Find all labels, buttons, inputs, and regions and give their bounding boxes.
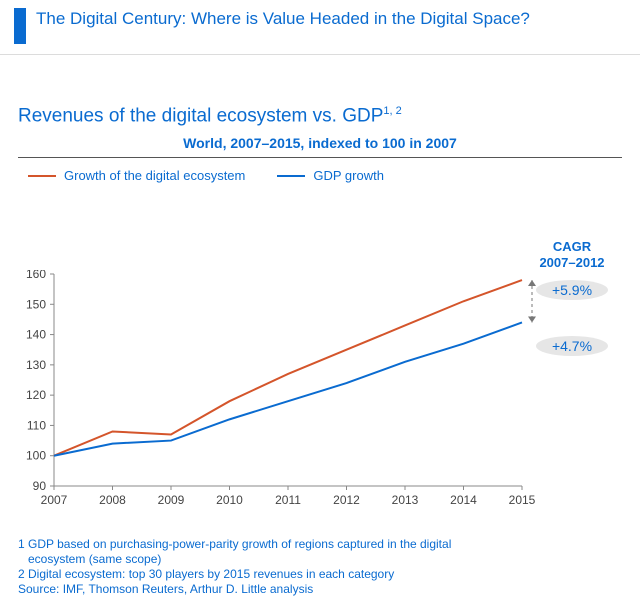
title-accent-bar xyxy=(14,8,26,44)
footnotes: 1 GDP based on purchasing-power-parity g… xyxy=(18,537,622,597)
svg-text:2014: 2014 xyxy=(450,493,477,507)
legend-label-gdp: GDP growth xyxy=(313,168,384,183)
cagr-title-l1: CAGR xyxy=(553,239,591,254)
svg-text:2015: 2015 xyxy=(509,493,536,507)
legend-swatch-gdp xyxy=(277,175,305,177)
svg-text:110: 110 xyxy=(27,418,46,432)
page-title: The Digital Century: Where is Value Head… xyxy=(36,8,530,29)
line-chart: 90 100 110 120 130 140 150 160 2007 2008 2009 2010 2… xyxy=(18,270,618,510)
legend-label-digital: Growth of the digital ecosystem xyxy=(64,168,245,183)
svg-text:120: 120 xyxy=(26,388,46,402)
svg-text:90: 90 xyxy=(33,479,47,493)
svg-text:2010: 2010 xyxy=(216,493,243,507)
svg-text:150: 150 xyxy=(26,297,46,311)
chart-svg: 90 100 110 120 130 140 150 160 2007 2008 2009 2010 2… xyxy=(18,270,618,510)
svg-text:140: 140 xyxy=(26,328,46,342)
svg-text:2012: 2012 xyxy=(333,493,360,507)
cagr-title-l2: 2007–2012 xyxy=(539,255,604,270)
footnote-2: 2 Digital ecosystem: top 30 players by 2… xyxy=(18,567,622,582)
legend: Growth of the digital ecosystem GDP grow… xyxy=(0,158,640,183)
svg-text:100: 100 xyxy=(26,449,46,463)
chart-title-sup: 1, 2 xyxy=(383,105,401,117)
svg-text:160: 160 xyxy=(26,270,46,281)
chart-title-main: Revenues of the digital ecosystem vs. GD… xyxy=(18,105,383,126)
page: The Digital Century: Where is Value Head… xyxy=(0,0,640,611)
footnote-1a: 1 GDP based on purchasing-power-parity g… xyxy=(18,537,622,552)
chart-title: Revenues of the digital ecosystem vs. GD… xyxy=(0,55,640,127)
svg-text:2011: 2011 xyxy=(275,493,301,507)
svg-text:2008: 2008 xyxy=(99,493,126,507)
svg-text:2013: 2013 xyxy=(392,493,419,507)
header: The Digital Century: Where is Value Head… xyxy=(0,0,640,55)
footnote-1b: ecosystem (same scope) xyxy=(18,552,622,567)
cagr-title: CAGR 2007–2012 xyxy=(526,239,618,270)
legend-swatch-digital xyxy=(28,175,56,177)
svg-text:130: 130 xyxy=(26,358,46,372)
chart-subtitle: World, 2007–2015, indexed to 100 in 2007 xyxy=(18,135,622,157)
footnote-src: Source: IMF, Thomson Reuters, Arthur D. … xyxy=(18,582,622,597)
svg-text:2009: 2009 xyxy=(158,493,185,507)
svg-text:2007: 2007 xyxy=(41,493,68,507)
